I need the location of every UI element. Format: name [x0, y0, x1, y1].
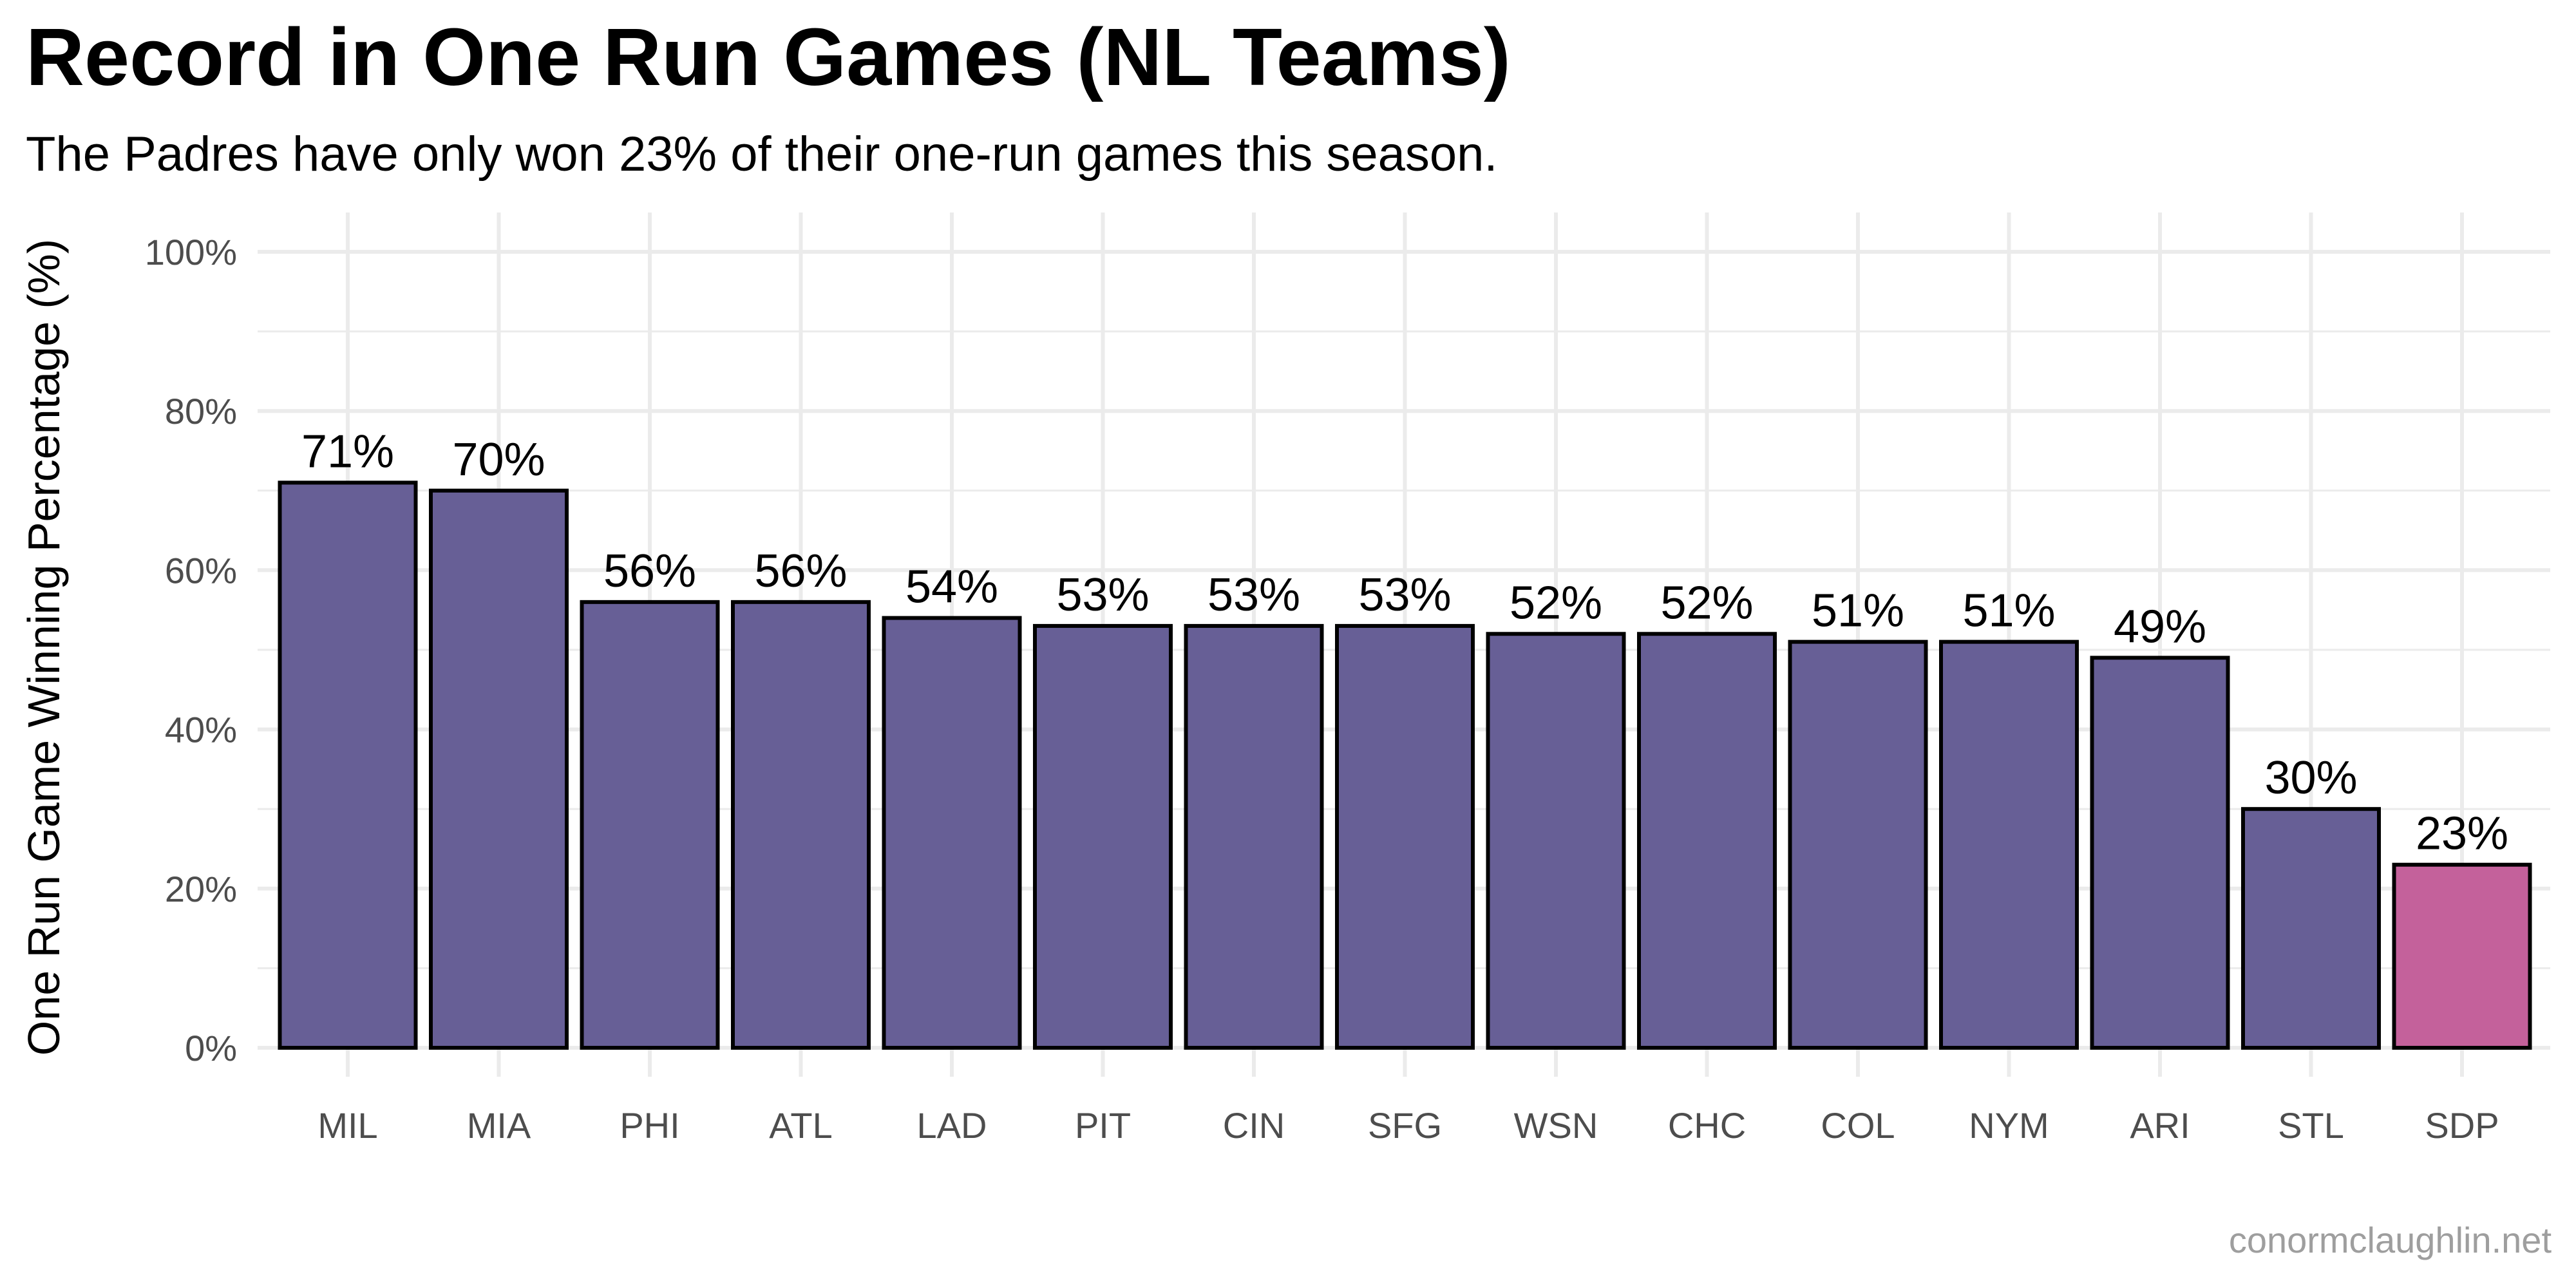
data-label-mia: 70%: [452, 434, 545, 486]
bar-atl: [731, 600, 871, 1050]
x-tick-label: ATL: [769, 1105, 833, 1146]
bar-ari: [2090, 656, 2230, 1050]
bar-pit: [1033, 623, 1173, 1050]
bar-stl: [2241, 807, 2381, 1050]
data-label-phi: 56%: [603, 545, 696, 597]
bar-mil: [278, 480, 418, 1050]
y-tick-label: 100%: [145, 232, 237, 272]
data-label-mil: 71%: [301, 426, 394, 477]
bar-sfg: [1335, 623, 1475, 1050]
data-label-ari: 49%: [2114, 601, 2206, 652]
y-tick-label: 20%: [165, 869, 237, 909]
x-tick-label: SFG: [1368, 1105, 1442, 1146]
x-axis-ticks: MIL MIA PHI ATL LAD PIT CIN SFG WSN CHC COL NYM ARI S…: [317, 1105, 2499, 1146]
bar-cin: [1184, 623, 1324, 1050]
data-labels: 71% 70% 56% 56% 54% 53% 53% 53% 52% 52% 51% 51% 49% 3…: [301, 426, 2508, 859]
bar-phi: [580, 600, 720, 1050]
data-label-pit: 53%: [1056, 569, 1149, 621]
y-tick-label: 60%: [165, 550, 237, 591]
data-label-wsn: 52%: [1510, 577, 1602, 629]
bar-wsn: [1486, 632, 1626, 1050]
data-label-sfg: 53%: [1358, 569, 1451, 621]
bar-lad: [882, 616, 1022, 1050]
chart-caption: conormclaughlin.net: [2228, 1220, 2552, 1260]
data-label-atl: 56%: [754, 545, 847, 597]
chart-subtitle: The Padres have only won 23% of their on…: [26, 127, 1498, 182]
y-tick-label: 80%: [165, 391, 237, 431]
bar-col: [1788, 639, 1928, 1050]
data-label-nym: 51%: [1962, 585, 2055, 637]
data-label-stl: 30%: [2264, 752, 2357, 804]
bars: [278, 480, 2532, 1050]
y-tick-label: 40%: [165, 710, 237, 750]
x-tick-label: LAD: [917, 1105, 987, 1146]
x-tick-label: ARI: [2130, 1105, 2190, 1146]
y-axis-title: One Run Game Winning Percentage (%): [19, 239, 69, 1056]
x-tick-label: COL: [1821, 1105, 1895, 1146]
data-label-lad: 54%: [905, 562, 998, 613]
bar-mia: [429, 488, 569, 1050]
x-tick-label: SDP: [2425, 1105, 2499, 1146]
bar-sdp: [2392, 862, 2532, 1050]
x-tick-label: CHC: [1668, 1105, 1746, 1146]
x-tick-label: MIL: [317, 1105, 377, 1146]
x-tick-label: WSN: [1514, 1105, 1598, 1146]
data-label-chc: 52%: [1660, 577, 1753, 629]
x-tick-label: CIN: [1223, 1105, 1285, 1146]
x-tick-label: PHI: [620, 1105, 679, 1146]
x-tick-label: STL: [2278, 1105, 2344, 1146]
data-label-sdp: 23%: [2416, 808, 2508, 860]
y-axis-ticks: 0% 20% 40% 60% 80% 100%: [145, 232, 237, 1068]
data-label-cin: 53%: [1208, 569, 1300, 621]
x-tick-label: NYM: [1969, 1105, 2049, 1146]
chart-title: Record in One Run Games (NL Teams): [26, 12, 1511, 102]
y-tick-label: 0%: [185, 1028, 237, 1068]
bar-chc: [1637, 632, 1777, 1050]
bar-nym: [1939, 639, 2079, 1050]
x-tick-label: MIA: [467, 1105, 531, 1146]
data-label-col: 51%: [1812, 585, 1904, 637]
x-tick-label: PIT: [1075, 1105, 1131, 1146]
